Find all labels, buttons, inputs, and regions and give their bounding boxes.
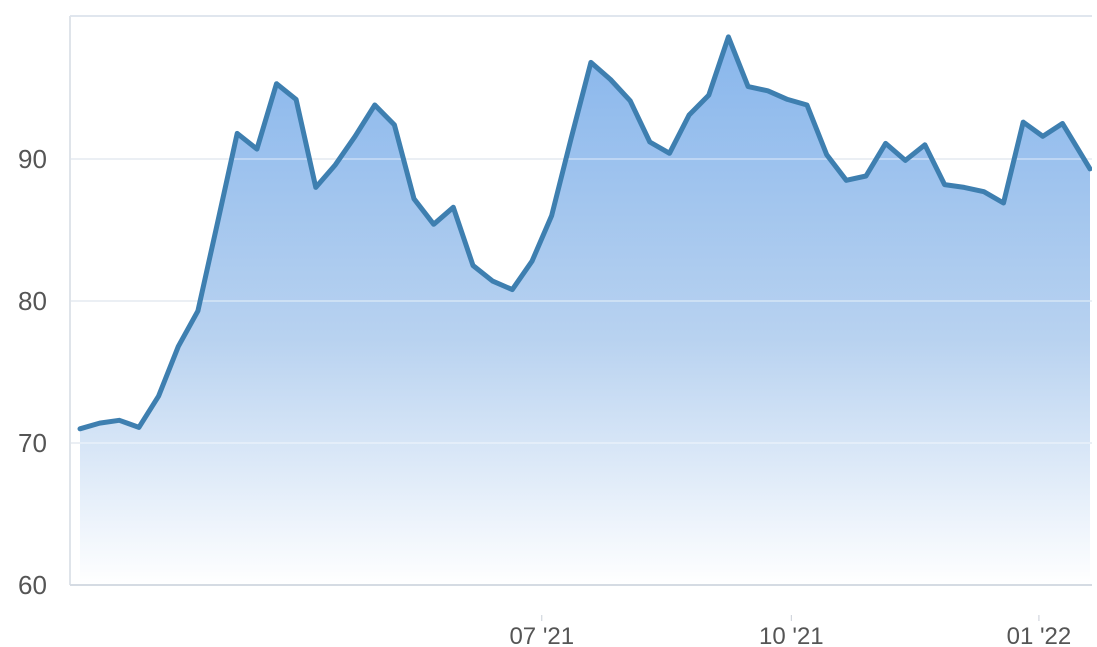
y-tick-label-70: 70 [18, 428, 47, 458]
area-fill [80, 36, 1090, 585]
axes [69, 16, 1092, 586]
x-tick-label-1: 10 '21 [759, 623, 824, 647]
x-tick-label-0: 07 '21 [509, 623, 574, 647]
y-tick-label-60: 60 [18, 570, 47, 600]
plot-area [70, 34, 1092, 585]
x-tick-label-2: 01 '22 [1007, 623, 1072, 647]
series-line [77, 34, 1092, 432]
y-axis-ticks: 60 70 80 90 [18, 144, 47, 600]
y-tick-label-80: 80 [18, 286, 47, 316]
y-tick-label-90: 90 [18, 144, 47, 174]
